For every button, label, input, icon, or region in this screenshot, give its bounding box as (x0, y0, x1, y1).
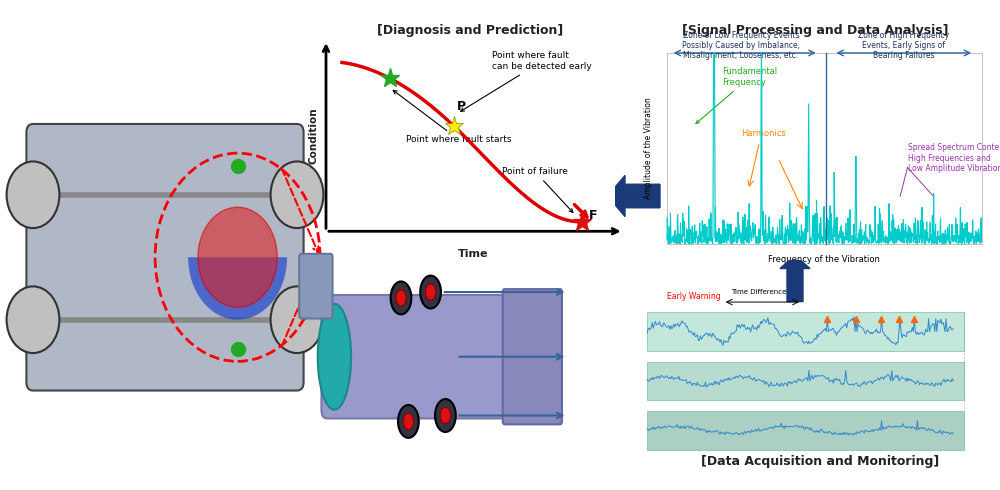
Text: Time Difference: Time Difference (731, 289, 786, 295)
Circle shape (7, 161, 59, 228)
Text: Time: Time (458, 248, 488, 259)
Text: Amplitude of the Vibration: Amplitude of the Vibration (644, 98, 653, 199)
FancyBboxPatch shape (299, 254, 333, 318)
Circle shape (398, 405, 419, 438)
Circle shape (7, 286, 59, 353)
Ellipse shape (318, 304, 351, 410)
Text: Point where fault
can be detected early: Point where fault can be detected early (461, 51, 592, 111)
FancyArrow shape (780, 255, 810, 301)
Text: Spread Spectrum Content
High Frequencies and
Low Amplitude Vibrations: Spread Spectrum Content High Frequencies… (908, 143, 1000, 173)
FancyArrow shape (608, 175, 660, 217)
FancyBboxPatch shape (647, 362, 964, 400)
Circle shape (440, 407, 451, 424)
Text: Point where fault starts: Point where fault starts (393, 90, 512, 144)
FancyBboxPatch shape (647, 411, 964, 450)
Text: P: P (457, 100, 466, 113)
FancyBboxPatch shape (667, 53, 982, 244)
Text: Fundamental
Frequency: Fundamental Frequency (696, 67, 778, 123)
Circle shape (425, 284, 436, 300)
Text: Zone of High Frequency
Events, Early Signs of
Bearing Failures: Zone of High Frequency Events, Early Sig… (858, 30, 949, 60)
Text: F: F (588, 209, 597, 221)
Text: [Data Acquisition and Monitoring]: [Data Acquisition and Monitoring] (701, 455, 939, 468)
Circle shape (391, 281, 411, 315)
FancyBboxPatch shape (503, 289, 562, 424)
Text: Harmonics: Harmonics (741, 129, 786, 138)
Text: [Signal Processing and Data Analysis]: [Signal Processing and Data Analysis] (682, 24, 948, 37)
Text: Point of failure: Point of failure (502, 167, 573, 212)
Circle shape (271, 161, 323, 228)
Circle shape (403, 413, 414, 430)
Circle shape (420, 275, 441, 309)
Circle shape (396, 290, 406, 306)
Wedge shape (188, 257, 287, 320)
Circle shape (198, 207, 277, 307)
Text: Frequency of the Vibration: Frequency of the Vibration (768, 255, 880, 265)
FancyBboxPatch shape (647, 313, 964, 351)
FancyBboxPatch shape (26, 124, 304, 391)
Text: Zone of Low Frequency Events
Possibly Caused by Imbalance,
Misalignment, Loosene: Zone of Low Frequency Events Possibly Ca… (682, 30, 800, 60)
FancyBboxPatch shape (321, 295, 536, 418)
Circle shape (435, 399, 456, 432)
Text: [Diagnosis and Prediction]: [Diagnosis and Prediction] (377, 24, 563, 37)
Circle shape (271, 286, 323, 353)
Text: Early Warning: Early Warning (667, 293, 721, 301)
Text: Condition: Condition (308, 107, 318, 164)
